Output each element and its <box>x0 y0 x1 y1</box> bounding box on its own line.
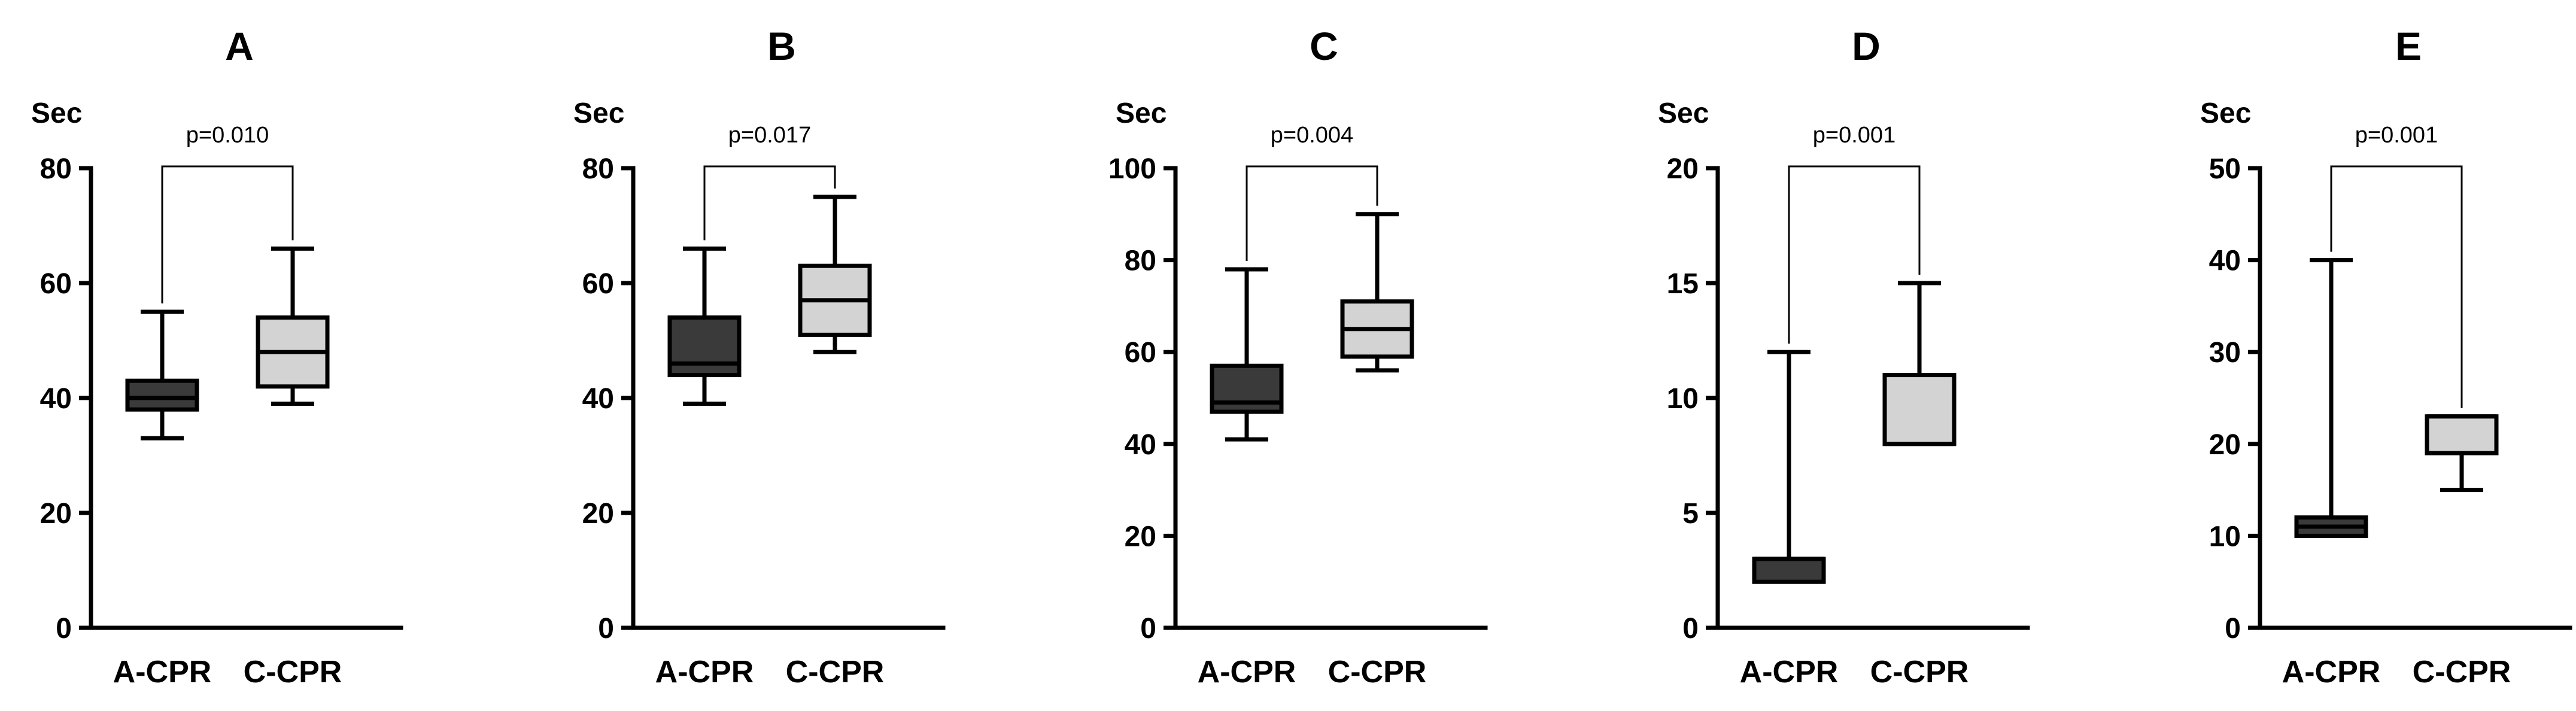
panel-title: B <box>767 24 796 68</box>
panel-b: B Sec 0 20 40 60 80 A-CPR C-CPR p=0.017 <box>573 24 946 689</box>
y-tick-label: 20 <box>1125 521 1156 552</box>
box-a-cpr <box>2294 258 2368 538</box>
significance-bracket <box>161 165 294 303</box>
y-axis-label: Sec <box>573 98 624 129</box>
iqr-box <box>125 378 199 412</box>
box-a-cpr <box>125 309 199 440</box>
significance-bracket <box>2330 165 2463 408</box>
y-tick-label: 20 <box>1667 153 1699 185</box>
y-tick-label: 0 <box>1682 613 1699 645</box>
significance-bracket <box>1246 165 1378 261</box>
panel-d: D Sec 0 5 10 15 20 A-CPR C-CPR p=0.001 <box>1658 24 2030 689</box>
p-value-label: p=0.017 <box>728 123 811 148</box>
y-tick-label: 40 <box>1125 429 1156 461</box>
p-value-label: p=0.004 <box>1271 123 1353 148</box>
iqr-box <box>2425 414 2499 455</box>
x-category-label: C-CPR <box>244 655 342 689</box>
iqr-box <box>667 315 742 378</box>
box-c-cpr <box>256 246 330 406</box>
y-tick-label: 0 <box>598 613 614 645</box>
p-value-label: p=0.001 <box>2355 123 2438 148</box>
box-c-cpr <box>2425 414 2499 493</box>
y-tick-label: 20 <box>582 498 614 530</box>
y-tick-label: 100 <box>1108 153 1156 185</box>
box-a-cpr <box>1210 267 1284 442</box>
x-category-label: A-CPR <box>1740 655 1839 689</box>
box-c-cpr <box>1882 281 1957 446</box>
y-tick-label: 60 <box>40 268 72 300</box>
y-axis-label: Sec <box>1658 98 1709 129</box>
panel-title: D <box>1852 24 1881 68</box>
y-tick-label: 40 <box>40 383 72 415</box>
box-c-cpr <box>1340 212 1414 373</box>
y-tick-label: 0 <box>2225 613 2241 645</box>
y-tick-label: 20 <box>40 498 72 530</box>
panel-title: C <box>1310 24 1338 68</box>
panel-a: A Sec 0 20 40 60 80 A-CPR C-CPR p=0.010 <box>31 24 403 689</box>
y-tick-label: 10 <box>2209 521 2241 552</box>
y-tick-label: 60 <box>582 268 614 300</box>
panel-c: C Sec 0 20 40 60 80 100 A-CPR C-CPR p=0.004 <box>1108 24 1488 689</box>
p-value-label: p=0.010 <box>186 123 269 148</box>
y-tick-label: 0 <box>1140 613 1156 645</box>
y-tick-label: 80 <box>1125 245 1156 277</box>
x-category-label: C-CPR <box>1328 655 1427 689</box>
iqr-box <box>1210 363 1284 414</box>
significance-bracket <box>1788 165 1921 344</box>
y-tick-label: 5 <box>1682 498 1699 530</box>
x-category-label: C-CPR <box>1870 655 1969 689</box>
y-tick-label: 15 <box>1667 268 1699 300</box>
panel-title: A <box>225 24 254 68</box>
y-tick-label: 0 <box>56 613 72 645</box>
y-axis-label: Sec <box>1116 98 1167 129</box>
box-c-cpr <box>798 195 872 354</box>
panel-e: E Sec 0 10 20 30 40 50 A-CPR C-CPR p=0.001 <box>2200 24 2572 689</box>
y-tick-label: 20 <box>2209 429 2241 461</box>
y-tick-label: 60 <box>1125 337 1156 369</box>
y-tick-label: 80 <box>582 153 614 185</box>
y-tick-label: 30 <box>2209 337 2241 369</box>
iqr-box <box>1752 557 1826 584</box>
panel-title: E <box>2395 24 2422 68</box>
p-value-label: p=0.001 <box>1813 123 1895 148</box>
x-category-label: C-CPR <box>786 655 885 689</box>
x-category-label: A-CPR <box>1198 655 1296 689</box>
iqr-box <box>1882 373 1957 446</box>
y-tick-label: 40 <box>582 383 614 415</box>
box-a-cpr <box>667 246 742 406</box>
box-a-cpr <box>1752 350 1826 584</box>
x-category-label: A-CPR <box>113 655 212 689</box>
y-axis-label: Sec <box>2200 98 2251 129</box>
y-tick-label: 50 <box>2209 153 2241 185</box>
x-category-label: C-CPR <box>2413 655 2511 689</box>
y-axis-label: Sec <box>31 98 82 129</box>
x-category-label: A-CPR <box>2282 655 2381 689</box>
y-tick-label: 10 <box>1667 383 1699 415</box>
y-tick-label: 80 <box>40 153 72 185</box>
x-category-label: A-CPR <box>655 655 754 689</box>
significance-bracket <box>703 165 836 241</box>
y-tick-label: 40 <box>2209 245 2241 277</box>
